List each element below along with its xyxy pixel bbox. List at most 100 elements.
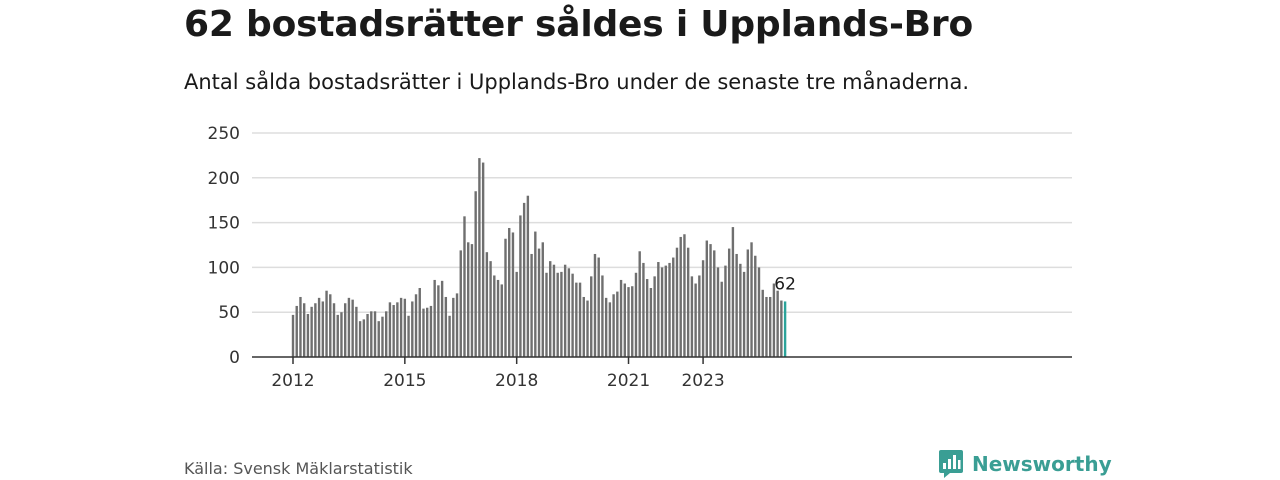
- bar: [727, 248, 731, 357]
- bars: [291, 158, 787, 357]
- bar: [556, 272, 559, 357]
- bar: [321, 301, 325, 357]
- bar: [306, 313, 310, 357]
- bar: [608, 302, 612, 357]
- bar: [735, 253, 738, 357]
- bar: [329, 294, 332, 357]
- bar: [690, 276, 694, 357]
- bar: [444, 296, 448, 357]
- bar: [522, 202, 526, 357]
- bar: [370, 311, 373, 357]
- bar: [672, 257, 675, 357]
- bar: [560, 271, 563, 357]
- x-tick-label: 2015: [383, 371, 426, 391]
- bar: [343, 303, 347, 357]
- bar: [317, 297, 321, 357]
- bar: [537, 248, 541, 357]
- bar: [440, 280, 444, 357]
- bar: [347, 297, 351, 357]
- bar: [653, 276, 656, 357]
- bar: [761, 289, 764, 357]
- bar: [567, 268, 571, 357]
- y-tick-label: 150: [208, 214, 240, 234]
- bar: [642, 262, 645, 357]
- bar: [668, 262, 671, 357]
- bar: [463, 216, 466, 357]
- y-tick-label: 0: [229, 348, 240, 368]
- bar: [511, 232, 515, 357]
- bar: [496, 279, 500, 357]
- bar: [530, 253, 533, 357]
- bar: [534, 231, 537, 357]
- bar: [407, 315, 410, 357]
- y-tick-label: 200: [208, 169, 240, 189]
- bar: [765, 296, 768, 357]
- bar: [780, 300, 783, 357]
- bar: [612, 294, 615, 357]
- bar: [541, 242, 544, 357]
- bar: [381, 316, 384, 357]
- bar: [355, 306, 358, 357]
- last-value-label: 62: [774, 274, 796, 294]
- bar: [631, 286, 634, 357]
- bar: [713, 250, 716, 357]
- bar: [455, 293, 459, 357]
- bar: [325, 290, 328, 357]
- bar: [660, 267, 664, 357]
- bar: [411, 301, 414, 357]
- bar: [772, 283, 776, 357]
- bar: [426, 307, 429, 357]
- bar: [481, 162, 485, 357]
- source-note: Källa: Svensk Mäklarstatistik: [184, 459, 413, 478]
- bar: [467, 242, 470, 357]
- bar: [683, 234, 686, 357]
- newsworthy-logo: Newsworthy: [938, 449, 1112, 479]
- bar: [474, 191, 477, 357]
- y-tick-label: 50: [218, 303, 240, 323]
- bar: [302, 303, 306, 357]
- bar: [459, 250, 462, 357]
- bar: [504, 238, 507, 357]
- bar: [664, 265, 667, 357]
- bar: [336, 314, 339, 357]
- bar: [575, 282, 578, 357]
- bar: [388, 302, 392, 357]
- bar: [746, 249, 750, 357]
- bar: [448, 315, 451, 357]
- bar: [508, 227, 511, 357]
- bar: [362, 319, 366, 357]
- bar: [377, 321, 380, 357]
- bar: [422, 308, 425, 357]
- x-tick-label: 2018: [495, 371, 538, 391]
- bar: [649, 288, 653, 357]
- bar: [604, 297, 608, 357]
- bar: [724, 265, 727, 357]
- bar: [429, 305, 433, 357]
- bar: [638, 251, 641, 357]
- bar: [675, 247, 679, 357]
- bar: [742, 271, 746, 357]
- bar: [493, 275, 496, 357]
- bar: [314, 303, 317, 357]
- bar: [392, 305, 395, 357]
- y-tick-label: 250: [208, 124, 240, 144]
- bar-chart: 0 50 100 150 200 250 2012 2015 2018 2021 2023 62: [208, 124, 1072, 391]
- bar: [396, 302, 399, 357]
- bar: [623, 283, 626, 357]
- bar: [571, 273, 574, 357]
- bar: [768, 296, 772, 357]
- x-tick-label: 2023: [681, 371, 724, 391]
- bar: [716, 267, 720, 357]
- bar-highlighted: [783, 301, 787, 357]
- bar: [739, 263, 742, 357]
- y-tick-label: 100: [208, 258, 240, 278]
- bar: [593, 253, 597, 357]
- bar: [403, 298, 407, 357]
- bar: [705, 240, 709, 357]
- bar: [709, 244, 712, 357]
- bar: [616, 291, 619, 357]
- bar: [452, 297, 455, 357]
- bar: [515, 271, 518, 357]
- bar: [485, 252, 489, 357]
- bar: [679, 236, 682, 357]
